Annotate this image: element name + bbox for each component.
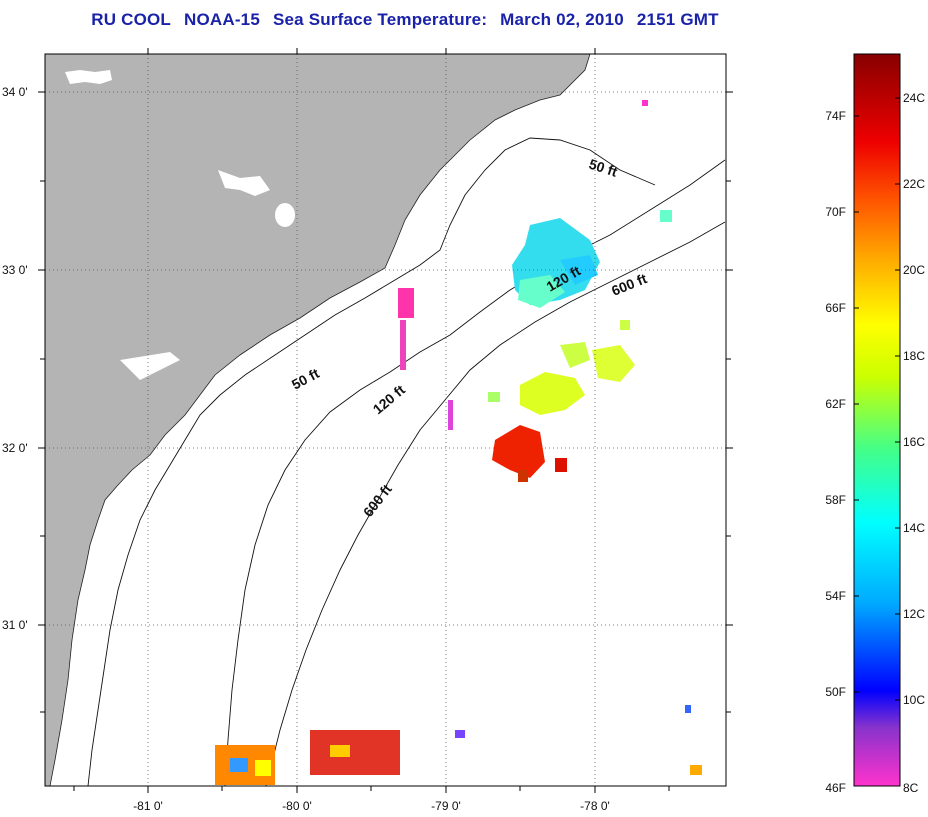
lon-label: -78 0' xyxy=(580,799,610,813)
title-time: 2151 GMT xyxy=(636,10,719,29)
colorbar-c-label: 22C xyxy=(903,177,925,191)
lon-label: -81 0' xyxy=(133,799,163,813)
map-frame xyxy=(44,53,727,787)
colorbar-c-label: 8C xyxy=(903,781,919,795)
isobath-600ft xyxy=(265,221,726,786)
sst-pixel-cluster-red xyxy=(492,425,567,482)
lat-label: 31 0' xyxy=(2,618,28,632)
lake-shape xyxy=(65,70,112,84)
colorbar-c-label: 14C xyxy=(903,521,925,535)
colorbar-f-label: 70F xyxy=(825,205,846,219)
colorbar-c-label: 18C xyxy=(903,349,925,363)
map-grid xyxy=(45,54,726,786)
axis-ticks xyxy=(38,48,733,793)
colorbar-f-label: 62F xyxy=(825,397,846,411)
colorbar-f-label: 66F xyxy=(825,301,846,315)
colorbar-c-label: 10C xyxy=(903,693,925,707)
lake-shape xyxy=(218,170,270,196)
title-satellite: NOAA-15 xyxy=(183,10,260,29)
land-mass xyxy=(45,54,591,786)
lake-shape xyxy=(275,203,295,227)
sst-pixel-cluster-magenta xyxy=(398,100,648,430)
title-product: Sea Surface Temperature: xyxy=(272,10,488,29)
isobath-50ft xyxy=(87,137,656,786)
sst-pixel-cluster-cyan xyxy=(512,218,600,308)
lon-label: -80 0' xyxy=(282,799,312,813)
colorbar-c-label: 16C xyxy=(903,435,925,449)
colorbar-c-label: 20C xyxy=(903,263,925,277)
colorbar-f-label: 58F xyxy=(825,493,846,507)
lat-label: 32 0' xyxy=(2,441,28,455)
title-source: RU COOL xyxy=(91,10,172,29)
map-title: RU COOL NOAA-15 Sea Surface Temperature:… xyxy=(0,10,810,30)
lake-shape xyxy=(120,352,180,380)
sst-pixel-cluster-yellow xyxy=(488,320,635,415)
lat-label: 34 0' xyxy=(2,85,28,99)
colorbar-f-label: 54F xyxy=(825,589,846,603)
title-date: March 02, 2010 xyxy=(500,10,624,29)
lake-shape xyxy=(590,54,620,60)
lon-label: -79 0' xyxy=(431,799,461,813)
colorbar-ticks xyxy=(854,97,900,701)
lat-label: 33 0' xyxy=(2,263,28,277)
colorbar-f-label: 50F xyxy=(825,685,846,699)
colorbar xyxy=(853,53,901,787)
colorbar-c-label: 24C xyxy=(903,91,925,105)
colorbar-f-label: 74F xyxy=(825,109,846,123)
colorbar-c-label: 12C xyxy=(903,607,925,621)
colorbar-f-label: 46F xyxy=(825,781,846,795)
sst-pixel-cluster-south xyxy=(215,210,702,785)
